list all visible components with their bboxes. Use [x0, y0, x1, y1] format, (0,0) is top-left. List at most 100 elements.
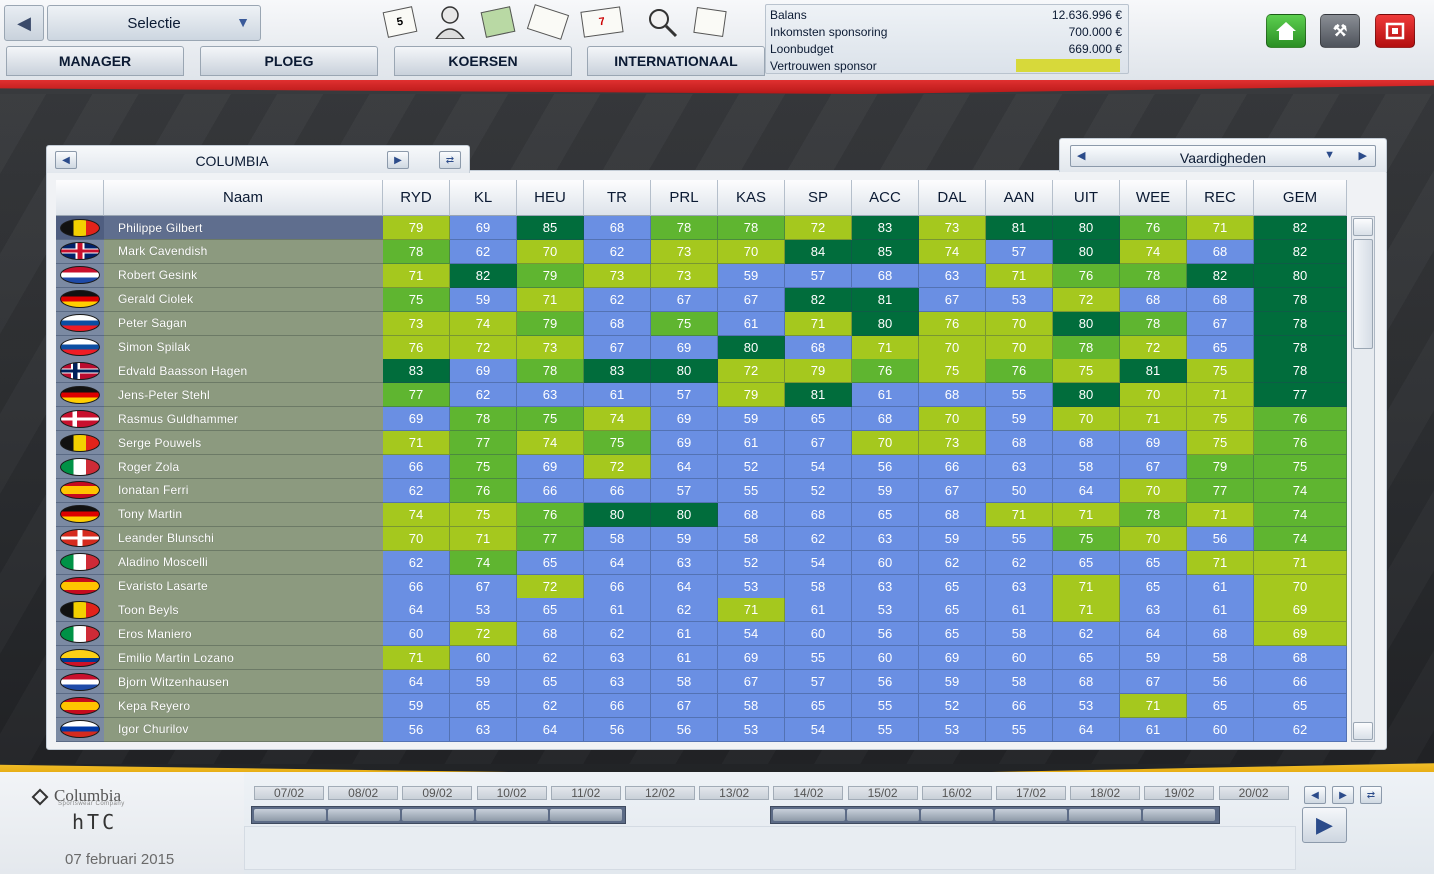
table-row[interactable]: Eros Maniero 60 72 68 62 61 54 60 56 65 58 62 64 68 69 — [56, 622, 1351, 647]
chevron-down-icon[interactable]: ▼ — [1324, 149, 1335, 161]
table-row[interactable]: Bjorn Witzenhausen 64 59 65 63 58 67 57 56 59 58 68… — [56, 670, 1351, 695]
race-day-segment[interactable] — [476, 809, 548, 821]
column-header-kl[interactable]: KL — [450, 180, 517, 216]
table-row[interactable]: Rasmus Guldhammer 69 78 75 74 69 59 65 68 70 59 70 7… — [56, 407, 1351, 432]
column-header-naam[interactable]: Naam — [104, 180, 383, 216]
tools-button[interactable]: ⚒ — [1320, 14, 1360, 48]
table-row[interactable]: Igor Churilov 56 63 64 56 56 53 54 55 53 55 64 61 60 6… — [56, 717, 1351, 742]
calendar-day[interactable]: 16/02 — [921, 786, 992, 800]
rider-name[interactable]: Eros Maniero — [104, 622, 383, 647]
column-header-aan[interactable]: AAN — [986, 180, 1053, 216]
rider-name[interactable]: Gerald Ciolek — [104, 287, 383, 312]
calendar-day[interactable]: 17/02 — [996, 786, 1066, 800]
calendar-icon[interactable]: 5 — [380, 4, 420, 40]
table-row[interactable]: Toon Beyls 64 53 65 61 62 71 61 53 65 61 71 63 61 69 — [56, 598, 1351, 623]
race-day-segment[interactable] — [254, 809, 326, 821]
tab-ploeg[interactable]: PLOEG — [200, 46, 378, 76]
rider-name[interactable]: Mark Cavendish — [104, 239, 383, 264]
table-row[interactable]: Robert Gesink 71 82 79 73 73 59 57 68 63 71 76 78 82 8… — [56, 263, 1351, 288]
table-row[interactable]: Emilio Martin Lozano 71 60 62 63 61 69 55 60 69 60… — [56, 646, 1351, 671]
table-row[interactable]: Kepa Reyero 59 65 62 66 67 58 65 55 52 66 53 71 65 65 — [56, 694, 1351, 718]
view-dropdown[interactable]: ◀ Vaardigheden ▼ ▶ — [1070, 145, 1376, 167]
table-row[interactable]: Ionatan Ferri 62 76 66 66 57 55 52 59 67 50 64 70 77 7… — [56, 478, 1351, 503]
race-day-segment[interactable] — [402, 809, 474, 821]
money-icon[interactable] — [478, 4, 518, 40]
rider-name[interactable]: Kepa Reyero — [104, 694, 383, 718]
table-row[interactable]: Tony Martin 74 75 76 80 80 68 68 65 68 71 71 78 71 74 — [56, 502, 1351, 527]
next-team-button[interactable]: ▶ — [387, 151, 409, 169]
column-header-kas[interactable]: KAS — [718, 180, 785, 216]
column-header-tr[interactable]: TR — [584, 180, 651, 216]
rider-name[interactable]: Edvald Baasson Hagen — [104, 359, 383, 384]
race-day-segment[interactable] — [995, 809, 1067, 821]
table-row[interactable]: Aladino Moscelli 62 74 65 64 63 52 54 60 62 62 65 65… — [56, 550, 1351, 575]
rider-name[interactable]: Ionatan Ferri — [104, 478, 383, 503]
race-day-segment[interactable] — [1143, 809, 1215, 821]
column-header-uit[interactable]: UIT — [1053, 180, 1120, 216]
swap-button[interactable]: ⇄ — [439, 151, 461, 169]
calendar-day[interactable]: 11/02 — [550, 786, 621, 800]
arrow-left-icon[interactable]: ◀ — [1077, 150, 1086, 162]
rider-name[interactable]: Tony Martin — [104, 502, 383, 527]
table-row[interactable]: Roger Zola 66 75 69 72 64 52 54 56 66 63 58 67 79 75 — [56, 455, 1351, 479]
exit-button[interactable] — [1375, 14, 1415, 48]
calendar-prev-button[interactable]: ◀ — [1304, 786, 1326, 804]
race-day-segment[interactable] — [773, 809, 845, 821]
rider-name[interactable]: Jens-Peter Stehl — [104, 383, 383, 408]
rider-name[interactable]: Toon Beyls — [104, 598, 383, 623]
tab-internationaal[interactable]: INTERNATIONAAL — [587, 46, 765, 76]
home-button[interactable] — [1266, 14, 1306, 48]
calendar-day[interactable]: 19/02 — [1144, 786, 1215, 800]
table-row[interactable]: Gerald Ciolek 75 59 71 62 67 67 82 81 67 53 72 68 68 7… — [56, 287, 1351, 312]
rider-name[interactable]: Bjorn Witzenhausen — [104, 670, 383, 695]
notes-icon[interactable] — [690, 4, 730, 40]
column-header-gem[interactable]: GEM — [1254, 180, 1347, 216]
calendar-day[interactable]: 12/02 — [625, 786, 695, 800]
rider-name[interactable]: Simon Spilak — [104, 335, 383, 360]
tab-koersen[interactable]: KOERSEN — [394, 46, 572, 76]
column-header-rec[interactable]: REC — [1187, 180, 1254, 216]
search-icon[interactable] — [642, 4, 682, 40]
back-button[interactable]: ◀ — [4, 5, 44, 41]
rider-name[interactable]: Aladino Moscelli — [104, 550, 383, 575]
calendar-day[interactable]: 18/02 — [1070, 786, 1141, 800]
calendar-next-button[interactable]: ▶ — [1332, 786, 1354, 804]
rider-name[interactable]: Evaristo Lasarte — [104, 574, 383, 599]
rider-name[interactable]: Serge Pouwels — [104, 431, 383, 456]
rider-name[interactable]: Philippe Gilbert — [104, 216, 383, 240]
column-header-wee[interactable]: WEE — [1120, 180, 1187, 216]
table-row[interactable]: Evaristo Lasarte 66 67 72 66 64 53 58 63 65 63 71 65… — [56, 574, 1351, 599]
calendar-day[interactable]: 15/02 — [847, 786, 918, 800]
column-header-prl[interactable]: PRL — [651, 180, 718, 216]
scroll-down-button[interactable] — [1353, 722, 1373, 740]
rider-name[interactable]: Robert Gesink — [104, 263, 383, 288]
table-row[interactable]: Peter Sagan 73 74 79 68 75 61 71 80 76 70 80 78 67 78 — [56, 311, 1351, 336]
calendar-day[interactable]: 08/02 — [328, 786, 399, 800]
race-day-segment[interactable] — [1069, 809, 1141, 821]
table-row[interactable]: Leander Blunschi 70 71 77 58 59 58 62 63 59 55 75 70… — [56, 526, 1351, 551]
column-header-acc[interactable]: ACC — [852, 180, 919, 216]
table-row[interactable]: Serge Pouwels 71 77 74 75 69 61 67 70 73 68 68 69 75 7… — [56, 431, 1351, 456]
table-scrollbar[interactable] — [1351, 216, 1375, 742]
table-row[interactable]: Edvald Baasson Hagen 83 69 78 83 80 72 79 76 75 76… — [56, 359, 1351, 384]
race-day-segment[interactable] — [921, 809, 993, 821]
rider-name[interactable]: Leander Blunschi — [104, 526, 383, 551]
scroll-thumb[interactable] — [1353, 239, 1373, 349]
rider-name[interactable]: Emilio Martin Lozano — [104, 646, 383, 671]
column-header-dal[interactable]: DAL — [919, 180, 986, 216]
race-day-segment[interactable] — [328, 809, 400, 821]
calendar-swap-button[interactable]: ⇄ — [1360, 786, 1382, 804]
calendar-day[interactable]: 14/02 — [773, 786, 844, 800]
rider-name[interactable]: Peter Sagan — [104, 311, 383, 336]
rider-name[interactable]: Roger Zola — [104, 455, 383, 479]
rider-name[interactable]: Igor Churilov — [104, 717, 383, 742]
column-header-sp[interactable]: SP — [785, 180, 852, 216]
calendar-day[interactable]: 09/02 — [402, 786, 473, 800]
column-header-ryd[interactable]: RYD — [383, 180, 450, 216]
table-row[interactable]: Jens-Peter Stehl 77 62 63 61 57 79 81 61 68 55 80 70… — [56, 383, 1351, 408]
arrow-right-icon[interactable]: ▶ — [1358, 150, 1367, 162]
race-day-segment[interactable] — [550, 809, 622, 821]
table-row[interactable]: Philippe Gilbert 79 69 85 68 78 78 72 83 73 81 80 76… — [56, 216, 1351, 240]
race-day-segment[interactable] — [847, 809, 919, 821]
scroll-up-button[interactable] — [1353, 218, 1373, 236]
